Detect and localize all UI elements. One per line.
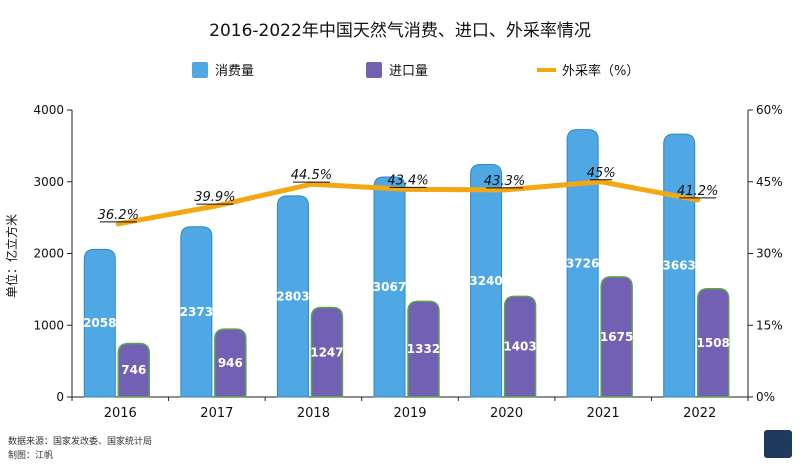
import-bar bbox=[214, 328, 247, 398]
bars bbox=[83, 129, 730, 398]
legend-swatch-consumption bbox=[192, 62, 208, 78]
x-tick-label: 2022 bbox=[683, 406, 716, 421]
import-value-label: 1403 bbox=[503, 340, 536, 354]
publisher-logo bbox=[764, 430, 792, 458]
x-tick-label: 2020 bbox=[490, 406, 523, 421]
rate-value-label: 45% bbox=[587, 166, 616, 181]
y-tick-label: 2000 bbox=[33, 247, 64, 261]
legend: 消费量 进口量 外采率（%） bbox=[192, 62, 639, 79]
rate-value-label: 43.3% bbox=[484, 174, 525, 189]
consumption-value-label: 3067 bbox=[373, 280, 406, 294]
consumption-value-label: 2373 bbox=[180, 305, 213, 319]
consumption-value-label: 2058 bbox=[83, 316, 116, 330]
y2-tick-label: 60% bbox=[756, 103, 783, 117]
x-tick-label: 2016 bbox=[104, 406, 137, 421]
y-tick-label: 0 bbox=[56, 390, 64, 404]
import-bar bbox=[600, 276, 633, 398]
chart-title: 2016-2022年中国天然气消费、进口、外采率情况 bbox=[209, 21, 591, 41]
author-note: 制图：江帆 bbox=[8, 451, 54, 461]
consumption-bar bbox=[83, 248, 116, 398]
y2-tick-label: 30% bbox=[756, 247, 783, 261]
import-bar bbox=[696, 288, 730, 398]
x-tick-label: 2021 bbox=[587, 406, 620, 421]
consumption-bar bbox=[566, 129, 599, 398]
import-bar bbox=[503, 295, 537, 398]
rate-value-label: 43.4% bbox=[387, 173, 428, 188]
legend-label-import: 进口量 bbox=[389, 64, 428, 79]
consumption-value-label: 3663 bbox=[663, 259, 696, 273]
x-tick-label: 2018 bbox=[297, 406, 330, 421]
legend-label-rate: 外采率（%） bbox=[562, 63, 639, 79]
y-tick-label: 3000 bbox=[33, 175, 64, 189]
y2-tick-label: 45% bbox=[756, 175, 783, 189]
rate-point bbox=[115, 221, 121, 227]
y2-tick-label: 15% bbox=[756, 318, 783, 332]
legend-label-consumption: 消费量 bbox=[215, 64, 254, 79]
import-bar bbox=[117, 342, 151, 398]
rate-value-label: 36.2% bbox=[98, 208, 139, 223]
axes: 0 1000 2000 3000 4000 0% 15% 30% 45% 60% 2016 2017 2… bbox=[33, 103, 782, 421]
y2-tick-label: 0% bbox=[756, 390, 775, 404]
rate-line bbox=[115, 179, 701, 227]
import-value-label: 1675 bbox=[600, 330, 633, 344]
consumption-value-label: 3240 bbox=[469, 274, 502, 288]
consumption-bar bbox=[470, 164, 503, 398]
consumption-value-label: 3726 bbox=[566, 256, 599, 270]
import-value-label: 946 bbox=[218, 356, 243, 370]
rate-point bbox=[695, 197, 701, 203]
y-axis-label: 单位：亿立方米 bbox=[4, 214, 19, 298]
rate-value-label: 44.5% bbox=[291, 168, 332, 183]
rate-point bbox=[405, 186, 411, 192]
import-value-label: 1247 bbox=[310, 345, 343, 359]
import-bar bbox=[310, 306, 344, 398]
rate-value-label: 39.9% bbox=[194, 190, 235, 205]
import-value-label: 746 bbox=[121, 363, 146, 377]
rate-point bbox=[598, 179, 604, 185]
consumption-bar bbox=[180, 226, 213, 398]
rate-point bbox=[308, 181, 314, 187]
legend-swatch-import bbox=[366, 62, 382, 78]
rate-point bbox=[502, 187, 508, 193]
consumption-bar bbox=[373, 176, 406, 398]
data-labels: 2058 746 2373 946 2803 1247 3067 1332 3240 1403 37… bbox=[83, 166, 730, 377]
rate-value-label: 41.2% bbox=[677, 184, 718, 199]
import-value-label: 1508 bbox=[697, 336, 730, 350]
consumption-value-label: 2803 bbox=[276, 289, 309, 303]
x-tick-label: 2017 bbox=[200, 406, 233, 421]
consumption-bar bbox=[276, 195, 309, 398]
import-bar bbox=[407, 300, 440, 398]
x-tick-label: 2019 bbox=[393, 406, 426, 421]
rate-point bbox=[212, 203, 218, 209]
y-tick-label: 1000 bbox=[33, 318, 64, 332]
y-tick-label: 4000 bbox=[33, 103, 64, 117]
import-value-label: 1332 bbox=[407, 342, 440, 356]
source-note: 数据来源：国家发改委、国家统计局 bbox=[8, 437, 153, 447]
